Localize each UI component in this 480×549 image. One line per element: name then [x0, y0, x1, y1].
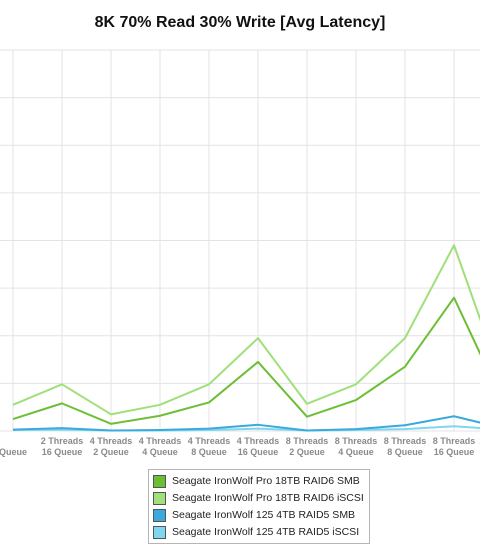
- series-lines: [12, 244, 480, 432]
- legend: Seagate IronWolf Pro 18TB RAID6 SMB Seaga…: [148, 469, 370, 544]
- series-line-0: [12, 296, 480, 425]
- x-tick-label: 4 Threads 8 Queue: [188, 436, 231, 457]
- x-tick-label: Queue: [0, 447, 27, 457]
- legend-label: Seagate IronWolf 125 4TB RAID5 iSCSI: [172, 526, 360, 538]
- legend-swatch: [153, 491, 166, 505]
- x-axis-tick-labels: Queue 2 Threads 16 Queue 4 Threads 2 Queue 4 …: [0, 436, 480, 457]
- x-tick-label: 2 Threads 16 Queue: [41, 436, 84, 457]
- x-tick-label: 4 Threads 16 Queue: [237, 436, 280, 457]
- legend-label: Seagate IronWolf Pro 18TB RAID6 SMB: [172, 475, 360, 487]
- series-line-1: [12, 244, 480, 416]
- legend-label: Seagate IronWolf Pro 18TB RAID6 iSCSI: [172, 492, 364, 504]
- legend-swatch: [153, 474, 166, 488]
- x-tick-label: 4 Threads 2 Queue: [90, 436, 133, 457]
- chart-title: 8K 70% Read 30% Write [Avg Latency]: [94, 14, 386, 31]
- legend-item[interactable]: Seagate IronWolf Pro 18TB RAID6 SMB: [153, 473, 365, 489]
- legend-swatch: [153, 508, 166, 522]
- x-tick-label: 8 Threads 4 Queue: [335, 436, 378, 457]
- x-tick-label: 8 Threads 8 Queue: [384, 436, 427, 457]
- series-line-2: [12, 415, 480, 432]
- legend-item[interactable]: Seagate IronWolf 125 4TB RAID5 iSCSI: [153, 524, 365, 540]
- x-tick-label: 4 Threads 4 Queue: [139, 436, 182, 457]
- x-tick-label: 8 Threads 16 Queue: [433, 436, 476, 457]
- legend-item[interactable]: Seagate IronWolf 125 4TB RAID5 SMB: [153, 507, 365, 523]
- legend-label: Seagate IronWolf 125 4TB RAID5 SMB: [172, 509, 356, 521]
- legend-item[interactable]: Seagate IronWolf Pro 18TB RAID6 iSCSI: [153, 490, 365, 506]
- x-tick-label: 8 Threads 2 Queue: [286, 436, 329, 457]
- legend-swatch: [153, 525, 166, 539]
- grid: [0, 49, 480, 432]
